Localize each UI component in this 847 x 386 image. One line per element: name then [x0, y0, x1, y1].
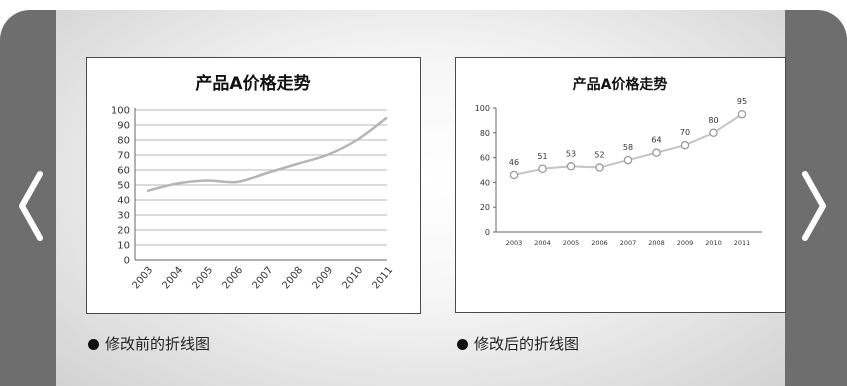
x-tick-label: 2010	[341, 265, 366, 292]
data-point	[566, 162, 576, 171]
data-label: 58	[623, 143, 633, 152]
next-slide-button[interactable]	[785, 10, 847, 386]
y-tick-label: 50	[117, 181, 130, 192]
y-tick-label: 100	[475, 104, 490, 113]
x-tick-label: 2009	[677, 239, 694, 247]
x-tick-label: 2004	[534, 239, 551, 247]
y-tick-label: 60	[480, 154, 490, 163]
y-tick-label: 60	[117, 166, 130, 177]
chevron-right-icon	[802, 171, 826, 241]
chart-before: 产品A价格走势 0 10 20 30 40 50 60 70 80 90 100 2003 2004 200…	[86, 57, 421, 314]
chart-title: 产品A价格走势	[195, 73, 310, 94]
y-tick-label: 90	[117, 121, 130, 132]
x-tick-label: 2011	[371, 265, 396, 292]
x-tick-label: 2010	[705, 239, 722, 247]
data-point	[509, 170, 519, 180]
bullet-icon	[88, 339, 99, 350]
data-label: 95	[737, 97, 747, 106]
chevron-left-icon	[19, 171, 43, 241]
y-tick-label: 20	[117, 226, 130, 237]
data-label: 64	[651, 136, 661, 145]
data-point	[680, 140, 690, 150]
x-tick-label: 2005	[191, 265, 216, 292]
data-point	[595, 163, 604, 172]
series-line	[146, 116, 388, 193]
y-tick-label: 0	[124, 256, 130, 267]
caption-after: 修改后的折线图	[457, 333, 579, 354]
x-tick-label: 2003	[506, 239, 523, 247]
x-tick-label: 2006	[221, 265, 246, 292]
data-label: 51	[537, 152, 547, 161]
x-tick-label: 2007	[251, 265, 276, 292]
x-tick-label: 2009	[311, 265, 336, 292]
caption-before: 修改前的折线图	[88, 333, 210, 354]
data-point	[652, 148, 661, 157]
y-tick-label: 30	[117, 211, 130, 222]
y-tick-label: 100	[111, 106, 130, 117]
caption-before-text: 修改前的折线图	[105, 335, 211, 353]
x-tick-label: 2004	[161, 265, 186, 292]
y-tick-label: 70	[117, 151, 130, 162]
data-label: 52	[594, 151, 604, 160]
data-label: 80	[708, 116, 718, 125]
caption-after-text: 修改后的折线图	[474, 335, 580, 353]
y-tick-label: 10	[117, 241, 130, 252]
data-point	[538, 164, 547, 174]
y-tick-label: 0	[485, 228, 490, 237]
x-tick-label: 2008	[281, 265, 306, 292]
chart-title: 产品A价格走势	[573, 76, 668, 93]
x-tick-label: 2003	[131, 265, 156, 292]
x-tick-label: 2005	[563, 239, 580, 247]
bullet-icon	[457, 339, 468, 350]
data-label: 70	[680, 128, 690, 137]
x-tick-label: 2007	[620, 239, 637, 247]
chart-after-svg: 产品A价格走势 0 20 40 60 80 100 2003 2004 2005 2006 2007 2…	[475, 76, 762, 247]
y-tick-label: 40	[480, 178, 490, 187]
data-label: 53	[566, 149, 576, 158]
x-tick-label: 2006	[591, 239, 608, 247]
chart-after: 产品A价格走势 0 20 40 60 80 100 2003 2004 2005 2006 2007 2…	[455, 57, 786, 313]
y-tick-label: 40	[117, 196, 130, 207]
y-tick-label: 80	[480, 129, 490, 138]
data-point	[709, 128, 718, 138]
y-tick-label: 80	[117, 136, 130, 147]
y-tick-label: 20	[480, 203, 490, 212]
data-point	[623, 155, 633, 165]
data-point	[737, 109, 747, 119]
x-tick-label: 2011	[734, 239, 751, 247]
prev-slide-button[interactable]	[0, 10, 62, 386]
x-tick-label: 2008	[648, 239, 665, 247]
data-label: 46	[509, 158, 519, 167]
